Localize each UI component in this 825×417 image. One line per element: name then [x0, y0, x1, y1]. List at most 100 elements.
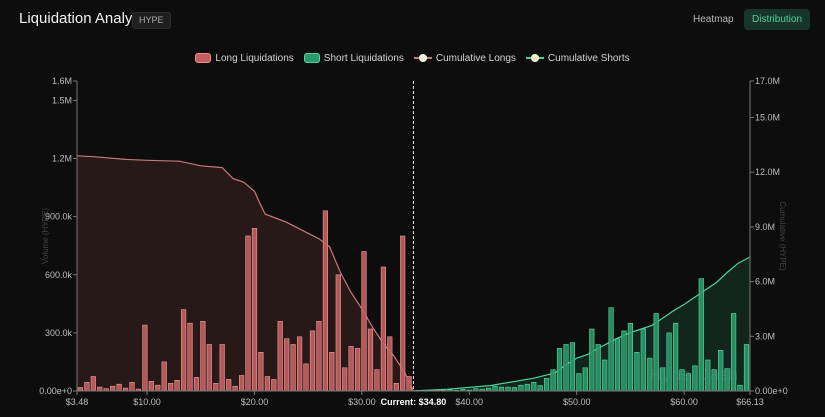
cumulative-longs-area [77, 155, 414, 391]
tab-heatmap[interactable]: Heatmap [693, 14, 734, 25]
tab-distribution[interactable]: Distribution [744, 9, 811, 30]
long-liquidation-bar [187, 322, 193, 392]
x-tick-label: $60.00 [670, 397, 698, 407]
long-liquidation-bar [296, 336, 303, 392]
long-liquidation-bar [84, 381, 90, 392]
long-liquidation-bar [277, 320, 283, 392]
long-liquidation-bar [354, 348, 361, 392]
legend-cumulative-shorts[interactable]: Cumulative Shorts [525, 51, 630, 65]
long-liquidation-bar [193, 377, 200, 392]
legend-short-liquidations[interactable]: Short Liquidations [303, 51, 404, 65]
long-liquidation-bar [309, 330, 316, 392]
long-liquidation-bar [129, 381, 135, 392]
short-liquidation-bar [743, 344, 750, 392]
long-liquidation-bar [77, 387, 83, 392]
legend-label: Cumulative Shorts [547, 52, 630, 64]
long-liquidation-bar [387, 336, 393, 392]
long-liquidation-bar [342, 367, 348, 392]
long-liquidation-bar [213, 382, 219, 392]
short-liquidation-bar [660, 367, 666, 392]
page-title: Liquidation Analysis [19, 10, 151, 27]
long-liquidation-bar [322, 210, 329, 392]
long-liquidation-bar [258, 351, 264, 392]
short-liquidation-bar [537, 385, 543, 392]
x-tick-label: $40.00 [456, 397, 484, 407]
short-liquidation-bar [595, 344, 601, 392]
short-liquidation-bar [556, 348, 563, 392]
long-liquidation-bar [316, 320, 322, 392]
long-liquidation-bar [290, 344, 296, 392]
short-liquidation-bar [666, 332, 672, 392]
long-liquidation-bar [348, 346, 354, 392]
y-right-axis-title: Cumulative (HYPE) [778, 201, 787, 271]
short-liquidation-bar [679, 369, 685, 392]
cumulative-longs-line [76, 155, 414, 392]
y-left-tick-label: 600.0k [45, 270, 73, 280]
x-tick-label: $3.48 [66, 397, 89, 407]
cumulative-shorts-area [413, 257, 750, 391]
long-liquidation-bar [110, 385, 116, 392]
long-liquidation-bar [200, 320, 206, 392]
short-liquidation-bar [685, 373, 691, 392]
long-liquidation-bar [174, 379, 180, 392]
long-liquidation-bar [245, 235, 251, 392]
short-liquidation-bar [531, 381, 537, 392]
short-liquidation-bar [582, 367, 588, 392]
long-liquidation-bar [116, 383, 122, 392]
y-left-tick-label: 900.0k [45, 212, 73, 222]
y-left-tick-label: 1.2M [52, 154, 72, 164]
long-liquidation-bar [206, 344, 212, 392]
long-liquidation-bar [142, 324, 148, 392]
long-liquidation-bar [335, 274, 341, 392]
long-liquidation-bar [232, 385, 238, 392]
long-liquidation-bar [271, 379, 277, 392]
short-liquidation-bar [602, 359, 608, 392]
short-liquidation-bar [634, 351, 640, 392]
y-right-tick-label: 3.0M [755, 331, 775, 341]
line-marker-icon [413, 53, 432, 63]
x-tick-label: $66.13 [736, 397, 764, 407]
y-right-tick-label: 15.0M [755, 112, 780, 122]
legend-label: Short Liquidations [323, 52, 404, 64]
long-swatch-icon [195, 53, 212, 63]
symbol-badge: HYPE [132, 12, 171, 29]
legend-label: Cumulative Longs [435, 52, 516, 64]
current-price-label: Current: $34.80 [381, 397, 447, 407]
short-liquidation-bar [698, 278, 704, 392]
short-liquidation-bar [692, 365, 698, 392]
short-liquidation-bar [718, 349, 724, 392]
long-liquidation-bar [264, 376, 271, 392]
long-liquidation-bar [406, 376, 412, 392]
long-liquidation-bar [219, 344, 225, 392]
line-marker-icon [525, 53, 544, 63]
short-liquidation-bar [705, 359, 711, 392]
y-right-tick-label: 6.0M [755, 277, 775, 287]
short-liquidation-bar [505, 386, 511, 392]
legend-long-liquidations[interactable]: Long Liquidations [195, 51, 294, 65]
x-tick-label: $10.00 [133, 397, 161, 407]
short-liquidation-bar [647, 357, 653, 392]
short-liquidation-bar [640, 328, 646, 392]
long-liquidation-bar [400, 235, 406, 392]
short-liquidation-bar [627, 322, 633, 392]
short-liquidation-bar [653, 313, 659, 392]
long-liquidation-bar [90, 376, 96, 392]
legend-cumulative-longs[interactable]: Cumulative Longs [413, 51, 516, 65]
short-liquidation-bar [524, 383, 530, 392]
long-liquidation-bar [155, 384, 161, 392]
short-liquidation-bar [492, 385, 498, 392]
x-tick-label: $30.00 [348, 397, 376, 407]
short-liquidation-bar [543, 378, 550, 392]
long-liquidation-bar [161, 361, 167, 392]
short-liquidation-bar [608, 307, 614, 392]
header: Liquidation Analysis HYPE Heatmap Distri… [0, 0, 825, 40]
y-right-tick-label: 9.0M [755, 222, 775, 232]
y-right-tick-label: 12.0M [755, 167, 780, 177]
long-liquidation-bar [303, 363, 309, 392]
long-liquidation-bar [168, 382, 174, 392]
long-liquidation-bar [367, 328, 374, 392]
short-liquidation-bar [563, 344, 569, 392]
short-liquidation-bar [511, 387, 517, 392]
y-left-axis-title: Volume (HYPE) [41, 208, 50, 264]
short-liquidation-bar [569, 342, 575, 392]
